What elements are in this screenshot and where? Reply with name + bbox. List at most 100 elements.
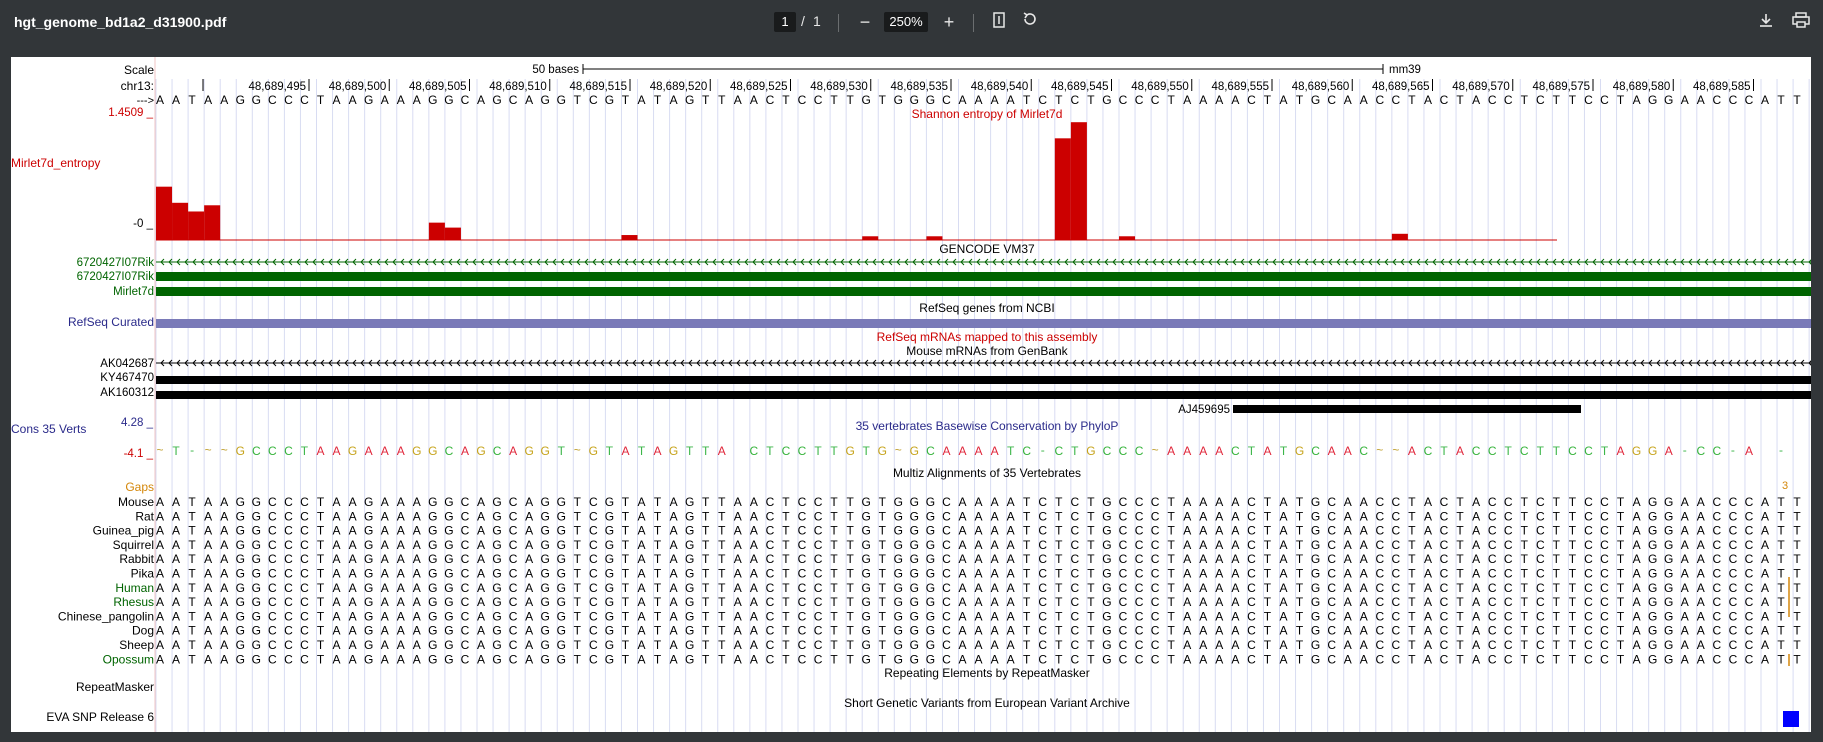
gencode-track-label-1[interactable]: 6720427I07Rik [77,257,155,269]
rotate-icon[interactable] [1018,10,1042,34]
alignment-base: C [1392,524,1401,538]
print-icon[interactable] [1789,10,1813,34]
strand-chevron [944,359,949,367]
alignment-base: A [1231,624,1239,638]
strand-chevron [1560,258,1565,266]
strand-chevron [504,359,509,367]
mrna-exon-bar-3[interactable] [156,391,1811,399]
gencode-track-label-2[interactable]: 6720427I07Rik [77,271,155,283]
strand-chevron [536,359,541,367]
alignment-base: C [1600,624,1609,638]
base-letter: G [1311,93,1320,107]
strand-chevron [632,258,637,266]
alignment-base: G [894,538,903,552]
alignment-base: G [685,638,694,652]
cons-base: A [975,444,983,458]
alignment-base: A [1199,552,1207,566]
alignment-base: A [397,609,405,623]
strand-chevron [736,359,741,367]
strand-chevron [1648,359,1653,367]
alignment-base: A [156,524,164,538]
mirlet7d-exon-bar[interactable] [156,287,1811,296]
alignment-base: A [525,567,533,581]
alignment-base: C [1440,595,1449,609]
alignment-base: G [1102,638,1111,652]
alignment-base: C [1375,552,1384,566]
alignment-base: A [156,652,164,666]
alignment-base: G [685,538,694,552]
strand-chevron [1488,359,1493,367]
download-icon[interactable] [1754,10,1778,34]
alignment-base: C [1392,595,1401,609]
strand-chevron [696,359,701,367]
strand-chevron [1400,359,1405,367]
alignment-base: A [1472,624,1480,638]
base-letter: T [1296,93,1304,107]
base-letter: A [381,93,389,107]
refseq-track-label[interactable]: RefSeq Curated [68,315,154,329]
strand-chevron [272,258,277,266]
alignment-base: A [397,495,405,509]
strand-chevron [968,258,973,266]
alignment-base: C [1151,581,1160,595]
strand-chevron [192,359,197,367]
repeatmasker-label[interactable]: RepeatMasker [76,680,154,694]
mrna-exon-bar-2[interactable] [156,376,1811,384]
alignment-base: C [798,609,807,623]
gencode-exon-bar[interactable] [156,272,1811,281]
alignment-base: A [1344,609,1352,623]
fit-page-icon[interactable] [987,10,1011,34]
mrna-track-label-2[interactable]: KY467470 [100,372,154,384]
species-label: Dog [132,624,154,638]
alignment-base: A [1231,567,1239,581]
alignment-base: T [718,538,726,552]
entropy-bar [1070,122,1087,240]
strand-chevron [776,258,781,266]
alignment-base: G [605,624,614,638]
cons-track-label[interactable]: Cons 35 Verts [11,422,86,436]
mrna-track-label-1[interactable]: AK042687 [100,358,154,370]
base-letter: T [879,93,887,107]
alignment-base: C [284,624,293,638]
strand-chevron [400,359,405,367]
alignment-base: T [317,524,325,538]
gencode-track-label-3[interactable]: Mirlet7d [113,286,154,298]
alignment-base: C [1135,624,1144,638]
alignment-base: C [461,509,470,523]
alignment-base: C [1504,567,1513,581]
alignment-base: A [204,652,212,666]
mrna-extra-bar[interactable] [1233,405,1581,413]
zoom-in-icon[interactable]: + [943,12,955,32]
mrna-track-label-3[interactable]: AK160312 [100,387,154,399]
entropy-track-label[interactable]: Mirlet7d_entropy [11,156,100,170]
alignment-base: A [1681,552,1689,566]
base-letter: A [991,93,999,107]
alignment-base: A [1633,595,1641,609]
zoom-level-input[interactable]: 250% [884,12,928,32]
alignment-base: T [702,638,710,652]
alignment-base: T [1055,581,1063,595]
mrna-extra-label[interactable]: AJ459695 [1178,404,1230,416]
base-letter: C [942,93,951,107]
alignment-base: A [349,595,357,609]
alignment-base: G [862,581,871,595]
alignment-base: G [492,581,501,595]
alignment-base: C [1135,609,1144,623]
eva-label[interactable]: EVA SNP Release 6 [46,710,154,724]
eva-snp-marker[interactable] [1783,711,1799,727]
zoom-out-icon[interactable]: − [859,12,871,32]
alignment-base: A [734,524,742,538]
alignment-base: G [252,624,261,638]
refseq-bar[interactable] [156,319,1811,328]
gencode-intron-line[interactable] [156,258,1811,266]
strand-chevron [528,258,533,266]
alignment-base: A [1215,524,1223,538]
strand-chevron [1104,258,1109,266]
page-number-input[interactable]: 1 [774,12,796,32]
mrna-intron-line[interactable] [156,359,1811,367]
alignment-base: T [718,595,726,609]
strand-chevron [1496,359,1501,367]
alignment-base: A [1633,609,1641,623]
alignment-base: C [1392,609,1401,623]
strand-chevron [1232,258,1237,266]
